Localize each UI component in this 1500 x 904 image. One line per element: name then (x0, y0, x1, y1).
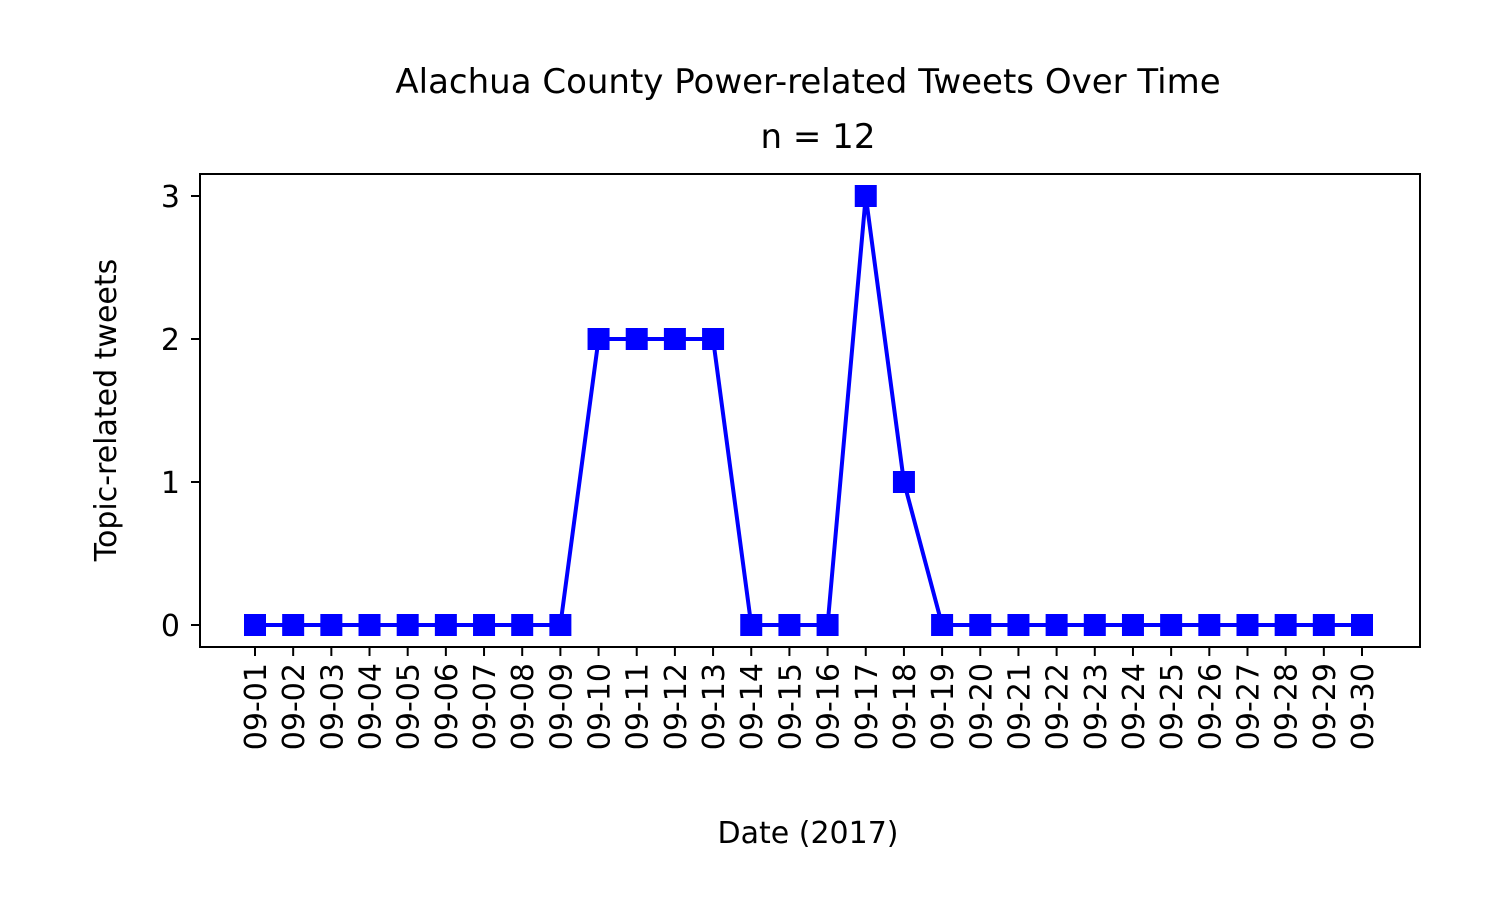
x-tick-label: 09-07 (468, 663, 503, 750)
x-tick-label: 09-20 (964, 663, 999, 750)
data-point (1083, 614, 1106, 636)
data-point (244, 614, 266, 636)
data-point (663, 328, 686, 350)
data-point (587, 328, 610, 350)
data-point (1160, 614, 1183, 636)
data-point (1198, 614, 1221, 636)
x-tick-label: 09-10 (583, 663, 618, 750)
x-tick-label: 09-18 (888, 663, 923, 750)
y-tick-label: 2 (161, 323, 180, 358)
series-line (255, 194, 1362, 627)
data-point (1274, 614, 1297, 636)
x-tick-label: 09-25 (1155, 663, 1190, 750)
data-point (549, 614, 572, 636)
data-point (473, 614, 496, 636)
x-tick-label: 09-26 (1193, 663, 1228, 750)
x-tick-label: 09-27 (1231, 663, 1266, 750)
x-tick-label: 09-11 (621, 663, 656, 750)
y-tick-label: 3 (161, 180, 180, 215)
data-point (1045, 614, 1068, 636)
data-point (931, 614, 954, 636)
x-tick-label: 09-29 (1308, 663, 1343, 750)
x-tick-label: 09-02 (277, 663, 312, 750)
x-tick-label: 09-13 (697, 663, 732, 750)
x-tick-label: 09-15 (773, 663, 808, 750)
x-tick-label: 09-22 (1041, 663, 1076, 750)
data-point (1236, 614, 1259, 636)
x-tick-label: 09-14 (735, 663, 770, 750)
data-point (854, 185, 877, 207)
x-tick-label: 09-30 (1346, 663, 1381, 750)
y-tick-label: 1 (161, 466, 180, 501)
x-tick-label: 09-08 (506, 663, 541, 750)
x-tick-label: 09-06 (430, 663, 465, 750)
x-tick-label: 09-24 (1117, 663, 1152, 750)
x-tick-label: 09-12 (659, 663, 694, 750)
data-point (816, 614, 839, 636)
x-tick-label: 09-09 (544, 663, 579, 750)
data-point (396, 614, 419, 636)
x-tick-label: 09-03 (315, 663, 350, 750)
data-point (282, 614, 305, 636)
x-tick-label: 09-28 (1270, 663, 1305, 750)
data-point (1007, 614, 1030, 636)
x-tick-label: 09-17 (850, 663, 885, 750)
data-point (892, 471, 915, 493)
x-tick-label: 09-04 (354, 663, 389, 750)
data-point (1121, 614, 1144, 636)
data-point (320, 614, 343, 636)
y-tick-label: 0 (161, 609, 180, 644)
data-point (778, 614, 801, 636)
x-tick-label: 09-23 (1079, 663, 1114, 750)
data-point (625, 328, 648, 350)
data-point (702, 328, 725, 350)
data-point (1351, 614, 1373, 636)
data-point (434, 614, 457, 636)
data-point (969, 614, 992, 636)
y-axis-label: Topic-related tweets (89, 259, 124, 563)
x-tick-label: 09-01 (239, 663, 274, 750)
x-tick-label: 09-19 (926, 663, 961, 750)
data-point (358, 614, 381, 636)
x-tick-label: 09-05 (392, 663, 427, 750)
x-tick-label: 09-16 (812, 663, 847, 750)
data-point (740, 614, 763, 636)
x-axis-label: Date (2017) (718, 816, 899, 851)
data-point (511, 614, 534, 636)
chart-subtitle: n = 12 (761, 117, 876, 157)
data-point (1312, 614, 1335, 636)
chart-title: Alachua County Power-related Tweets Over… (395, 62, 1220, 102)
x-tick-label: 09-21 (1002, 663, 1037, 750)
plot-frame (199, 173, 1421, 648)
